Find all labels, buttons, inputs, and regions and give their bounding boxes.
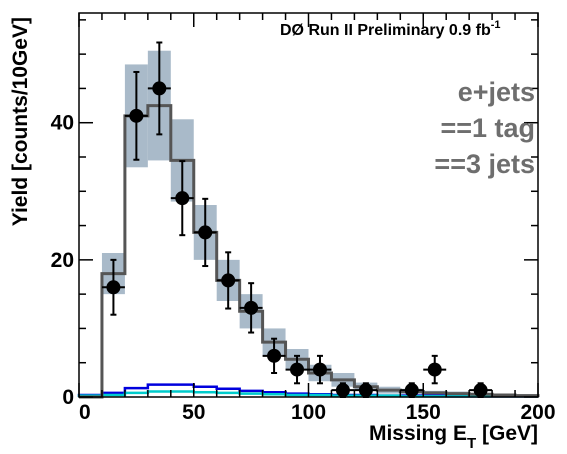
experiment-label-superscript: -1: [491, 19, 501, 31]
data-point-marker: [198, 225, 213, 240]
data-point-marker: [244, 300, 259, 315]
data-point: [216, 251, 240, 310]
data-point-marker: [427, 362, 442, 377]
data-point-marker: [152, 81, 167, 96]
data-point: [101, 258, 125, 316]
y-axis-title: Yield [counts/10GeV]: [9, 17, 32, 226]
y-tick-label: 0: [62, 386, 74, 409]
x-tick-label: 100: [291, 401, 326, 424]
y-tick-label: 20: [51, 249, 74, 272]
selection-label-tag: ==1 tag: [440, 113, 535, 143]
x-tick-label: 150: [406, 401, 441, 424]
data-point: [285, 354, 309, 385]
selection-label-lepton: e+jets: [458, 77, 535, 107]
data-point: [308, 354, 332, 385]
data-point-marker: [404, 383, 419, 398]
data-points: [101, 41, 493, 398]
axis-ticks: 0 50 100 150 200 0 20 40: [51, 13, 556, 424]
data-point-marker: [473, 383, 488, 398]
x-tick-label: 200: [520, 401, 555, 424]
x-axis-title: Missing ET [GeV]: [369, 422, 538, 452]
data-point-marker: [267, 348, 282, 363]
data-point-marker: [290, 362, 305, 377]
data-point-marker: [106, 280, 121, 295]
data-point: [193, 197, 217, 268]
y-tick-label: 40: [51, 112, 74, 135]
data-point-marker: [358, 383, 373, 398]
data-point: [423, 354, 447, 385]
data-point: [262, 337, 286, 374]
data-point: [147, 41, 171, 136]
x-tick-label: 50: [182, 401, 205, 424]
data-point: [239, 282, 263, 334]
data-point-marker: [129, 108, 144, 123]
data-point: [124, 70, 148, 161]
x-tick-label: 0: [79, 401, 91, 424]
data-point-marker: [335, 383, 350, 398]
data-point-marker: [221, 273, 236, 288]
experiment-label: DØ Run II Preliminary 0.9 fb-1: [280, 19, 501, 39]
data-point: [170, 160, 194, 237]
selection-label-jets: ==3 jets: [434, 149, 535, 179]
x-axis-title-subscript: T: [467, 435, 476, 452]
data-point: [354, 382, 378, 398]
data-point-marker: [312, 362, 327, 377]
data-point-marker: [175, 191, 190, 206]
